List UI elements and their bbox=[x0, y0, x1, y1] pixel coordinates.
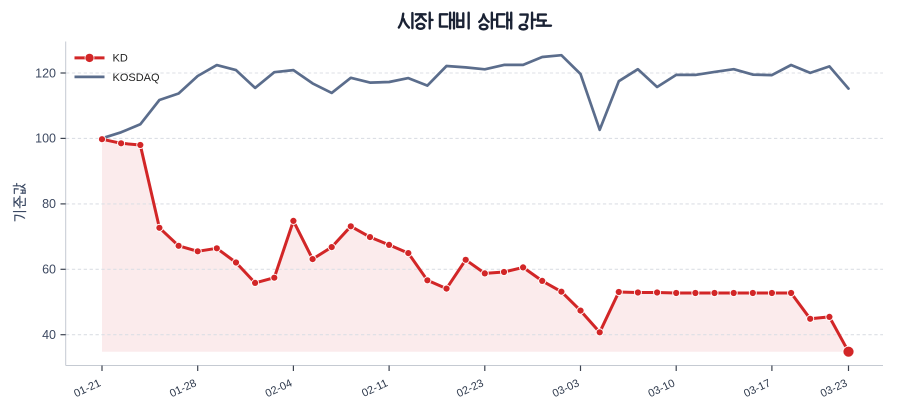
svg-text:KD: KD bbox=[113, 53, 128, 65]
svg-text:120: 120 bbox=[35, 66, 56, 80]
svg-text:60: 60 bbox=[42, 263, 56, 277]
svg-text:KOSDAQ: KOSDAQ bbox=[113, 72, 161, 84]
svg-text:80: 80 bbox=[42, 197, 56, 211]
svg-text:100: 100 bbox=[35, 132, 56, 146]
svg-text:40: 40 bbox=[42, 328, 56, 342]
